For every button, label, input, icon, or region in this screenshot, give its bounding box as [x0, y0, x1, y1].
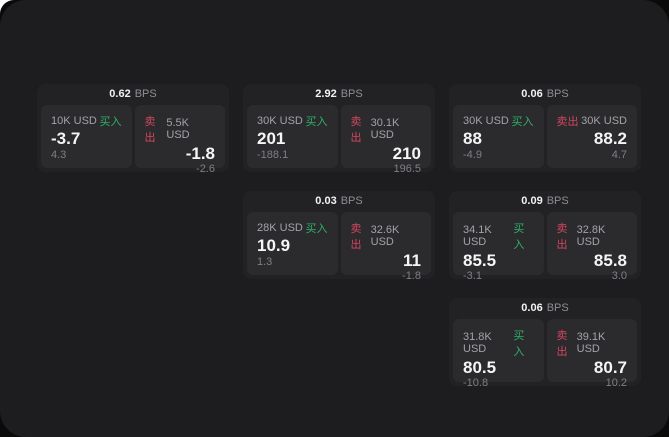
sell-notional: 32.8K USD	[576, 224, 606, 248]
sell-side-label: 卖出	[556, 330, 568, 358]
buy-change: -188.1	[257, 149, 289, 161]
sell-price: 11	[403, 251, 421, 270]
buy-side-label: 买入	[513, 330, 525, 358]
buy-panel[interactable]: 31.8K USD 买入 80.5 -10.8	[453, 319, 544, 389]
price-card: 0.06 BPS 31.8K USD 买入 80.5 -10.8 卖	[449, 298, 641, 389]
buy-price: 80.5	[463, 358, 497, 377]
buy-change: 4.3	[51, 149, 67, 161]
card-header: 0.06 BPS	[453, 84, 637, 105]
bps-value: 0.03	[315, 195, 337, 207]
buy-panel[interactable]: 10K USD 买入 -3.7 4.3	[41, 105, 132, 168]
bps-unit-label: BPS	[340, 195, 363, 207]
sell-side-label: 卖出	[350, 223, 362, 251]
buy-change: -3.1	[463, 270, 482, 282]
buy-panel[interactable]: 34.1K USD 买入 85.5 -3.1	[453, 212, 544, 282]
sell-notional: 5.5K USD	[166, 117, 190, 141]
sell-change: 196.5	[393, 163, 421, 175]
card-header: 2.92 BPS	[247, 84, 431, 105]
buy-side-label: 买入	[305, 223, 328, 235]
sell-price: 85.8	[593, 251, 627, 270]
price-card: 0.09 BPS 34.1K USD 买入 85.5 -3.1 卖出	[449, 191, 641, 282]
sell-side-label: 卖出	[556, 223, 568, 251]
sell-change: 3.0	[611, 270, 627, 282]
buy-price: 10.9	[257, 236, 291, 255]
buy-side-label: 买入	[511, 116, 534, 128]
card-header: 0.09 BPS	[453, 191, 637, 212]
sell-panel[interactable]: 卖出 30K USD 88.2 4.7	[546, 105, 637, 168]
sell-side-label: 卖出	[144, 116, 156, 144]
bps-unit-label: BPS	[546, 88, 569, 100]
sell-panel[interactable]: 卖出 39.1K USD 80.7 10.2	[546, 319, 637, 389]
buy-notional: 30K USD	[463, 115, 509, 127]
card-header: 0.06 BPS	[453, 298, 637, 319]
sell-notional: 30K USD	[581, 115, 627, 127]
bps-value: 0.62	[109, 88, 131, 100]
sell-price: 210	[392, 144, 421, 163]
sell-notional: 32.6K USD	[370, 224, 400, 248]
buy-notional: 10K USD	[51, 115, 97, 127]
sell-side-label: 卖出	[556, 116, 579, 128]
bps-value: 0.09	[521, 195, 543, 207]
buy-side-label: 买入	[513, 223, 525, 251]
price-card: 2.92 BPS 30K USD 买入 201 -188.1 卖出	[243, 84, 435, 175]
bps-unit-label: BPS	[340, 88, 363, 100]
buy-side-label: 买入	[99, 116, 122, 128]
price-card-grid: 0.62 BPS 10K USD 买入 -3.7 4.3 卖出	[37, 84, 641, 389]
card-header: 0.03 BPS	[247, 191, 431, 212]
sell-notional: 30.1K USD	[370, 117, 400, 141]
sell-panel[interactable]: 卖出 32.6K USD 11 -1.8	[340, 212, 431, 282]
price-card: 0.03 BPS 28K USD 买入 10.9 1.3 卖出	[243, 191, 435, 282]
buy-price: 88	[463, 129, 482, 148]
buy-panel[interactable]: 30K USD 买入 88 -4.9	[453, 105, 544, 168]
buy-panel[interactable]: 28K USD 买入 10.9 1.3	[247, 212, 338, 275]
sell-panel[interactable]: 卖出 30.1K USD 210 196.5	[340, 105, 431, 175]
bps-unit-label: BPS	[546, 302, 569, 314]
sell-price: -1.8	[185, 144, 215, 163]
bps-unit-label: BPS	[546, 195, 569, 207]
buy-change: 1.3	[257, 256, 273, 268]
sell-panel[interactable]: 卖出 5.5K USD -1.8 -2.6	[134, 105, 225, 175]
sell-notional: 39.1K USD	[576, 331, 606, 355]
buy-price: 85.5	[463, 251, 497, 270]
buy-change: -10.8	[463, 377, 489, 389]
bps-value: 0.06	[521, 302, 543, 314]
bps-value: 2.92	[315, 88, 337, 100]
buy-notional: 28K USD	[257, 222, 303, 234]
price-card: 0.62 BPS 10K USD 买入 -3.7 4.3 卖出	[37, 84, 229, 175]
sell-change: -1.8	[402, 270, 421, 282]
buy-price: -3.7	[51, 129, 81, 148]
sell-change: 10.2	[605, 377, 627, 389]
sell-panel[interactable]: 卖出 32.8K USD 85.8 3.0	[546, 212, 637, 282]
sell-side-label: 卖出	[350, 116, 362, 144]
bps-value: 0.06	[521, 88, 543, 100]
buy-notional: 30K USD	[257, 115, 303, 127]
buy-side-label: 买入	[305, 116, 328, 128]
sell-change: -2.6	[196, 163, 215, 175]
buy-panel[interactable]: 30K USD 买入 201 -188.1	[247, 105, 338, 168]
bps-unit-label: BPS	[134, 88, 157, 100]
card-header: 0.62 BPS	[41, 84, 225, 105]
sell-price: 88.2	[593, 129, 627, 148]
buy-change: -4.9	[463, 149, 482, 161]
buy-price: 201	[257, 129, 286, 148]
price-card: 0.06 BPS 30K USD 买入 88 -4.9 卖出	[449, 84, 641, 172]
buy-notional: 31.8K USD	[463, 331, 492, 355]
sell-price: 80.7	[593, 358, 627, 377]
sell-change: 4.7	[611, 149, 627, 161]
buy-notional: 34.1K USD	[463, 224, 492, 248]
